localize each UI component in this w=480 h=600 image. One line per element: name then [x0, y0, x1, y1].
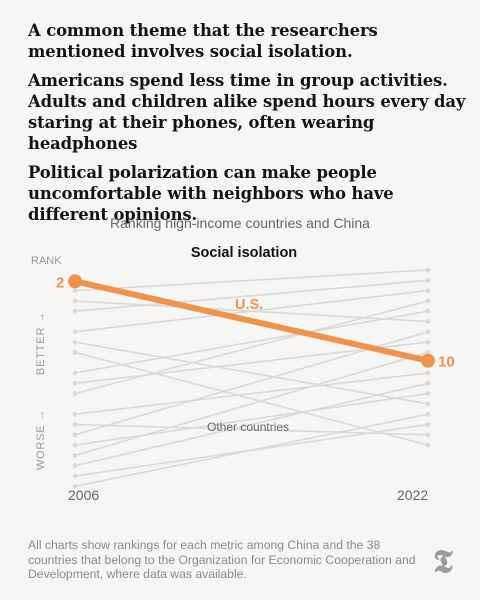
- other-country-point: [72, 473, 78, 479]
- us-line: [72, 278, 431, 364]
- other-country-point: [72, 350, 78, 355]
- us-value-2006: 2: [56, 274, 64, 291]
- other-country-point: [425, 339, 431, 345]
- other-country-point: [425, 308, 431, 314]
- x-tick-label: 2022: [397, 487, 428, 503]
- us-value-2022: 10: [438, 354, 455, 371]
- intro-paragraph-3: Political polarization can make people u…: [28, 163, 394, 224]
- intro-paragraph-2: Americans spend less time in group activ…: [28, 71, 466, 153]
- intro-paragraph-1: A common theme that the researchers ment…: [28, 21, 378, 61]
- other-country-line: [74, 351, 429, 457]
- other-country-point: [72, 411, 78, 417]
- other-country-line: [74, 382, 429, 467]
- other-country-line: [74, 269, 429, 292]
- other-country-point: [425, 319, 431, 324]
- other-country-point: [72, 339, 78, 345]
- intro-text: A common theme that the researchers ment…: [28, 20, 468, 233]
- other-country-line: [74, 341, 429, 405]
- other-country-point: [425, 329, 431, 335]
- other-country-point: [425, 277, 431, 283]
- other-country-point: [72, 422, 78, 427]
- other-country-point: [425, 370, 431, 376]
- other-country-point: [425, 401, 431, 407]
- us-point-2022: [421, 353, 435, 368]
- others-label: Other countries: [207, 420, 289, 434]
- other-country-point: [72, 298, 78, 304]
- other-country-line: [74, 392, 429, 446]
- other-country-point: [72, 370, 78, 376]
- other-country-point: [425, 411, 431, 417]
- other-country-line: [74, 351, 429, 446]
- other-country-point: [72, 308, 78, 314]
- other-country-point: [72, 442, 78, 448]
- better-label: BETTER →: [35, 311, 47, 375]
- worse-label: WORSE →: [35, 409, 47, 470]
- x-tick-label: 2006: [68, 487, 99, 503]
- other-country-line: [74, 289, 429, 333]
- chart-subtitle: Ranking high-income countries and China: [110, 215, 370, 231]
- other-country-point: [425, 350, 431, 355]
- other-country-point: [425, 442, 431, 448]
- other-country-point: [425, 380, 431, 386]
- other-country-line: [74, 300, 429, 395]
- other-country-point: [72, 329, 78, 335]
- other-country-point: [425, 432, 431, 438]
- footnote: All charts show rankings for each metric…: [28, 538, 416, 581]
- other-country-point: [425, 422, 431, 427]
- chart-title: Social isolation: [190, 245, 298, 261]
- y-axis-label: RANK: [31, 255, 62, 267]
- other-country-point: [425, 298, 431, 304]
- other-country-point: [425, 391, 431, 396]
- other-country-point: [72, 380, 78, 386]
- other-country-line: [74, 413, 429, 488]
- other-country-point: [72, 432, 78, 438]
- other-country-line: [74, 310, 429, 374]
- other-country-point: [72, 391, 78, 396]
- other-country-point: [425, 267, 431, 273]
- other-country-point: [425, 288, 431, 293]
- nyt-logo: 𝕿: [433, 542, 453, 580]
- other-country-line: [74, 372, 429, 415]
- us-series-label: U.S.: [235, 297, 263, 313]
- other-country-line: [74, 279, 429, 312]
- us-point-2006: [68, 274, 82, 289]
- other-country-point: [72, 453, 78, 458]
- other-country-point: [72, 288, 78, 293]
- other-country-point: [72, 463, 78, 469]
- other-country-point: [72, 483, 78, 489]
